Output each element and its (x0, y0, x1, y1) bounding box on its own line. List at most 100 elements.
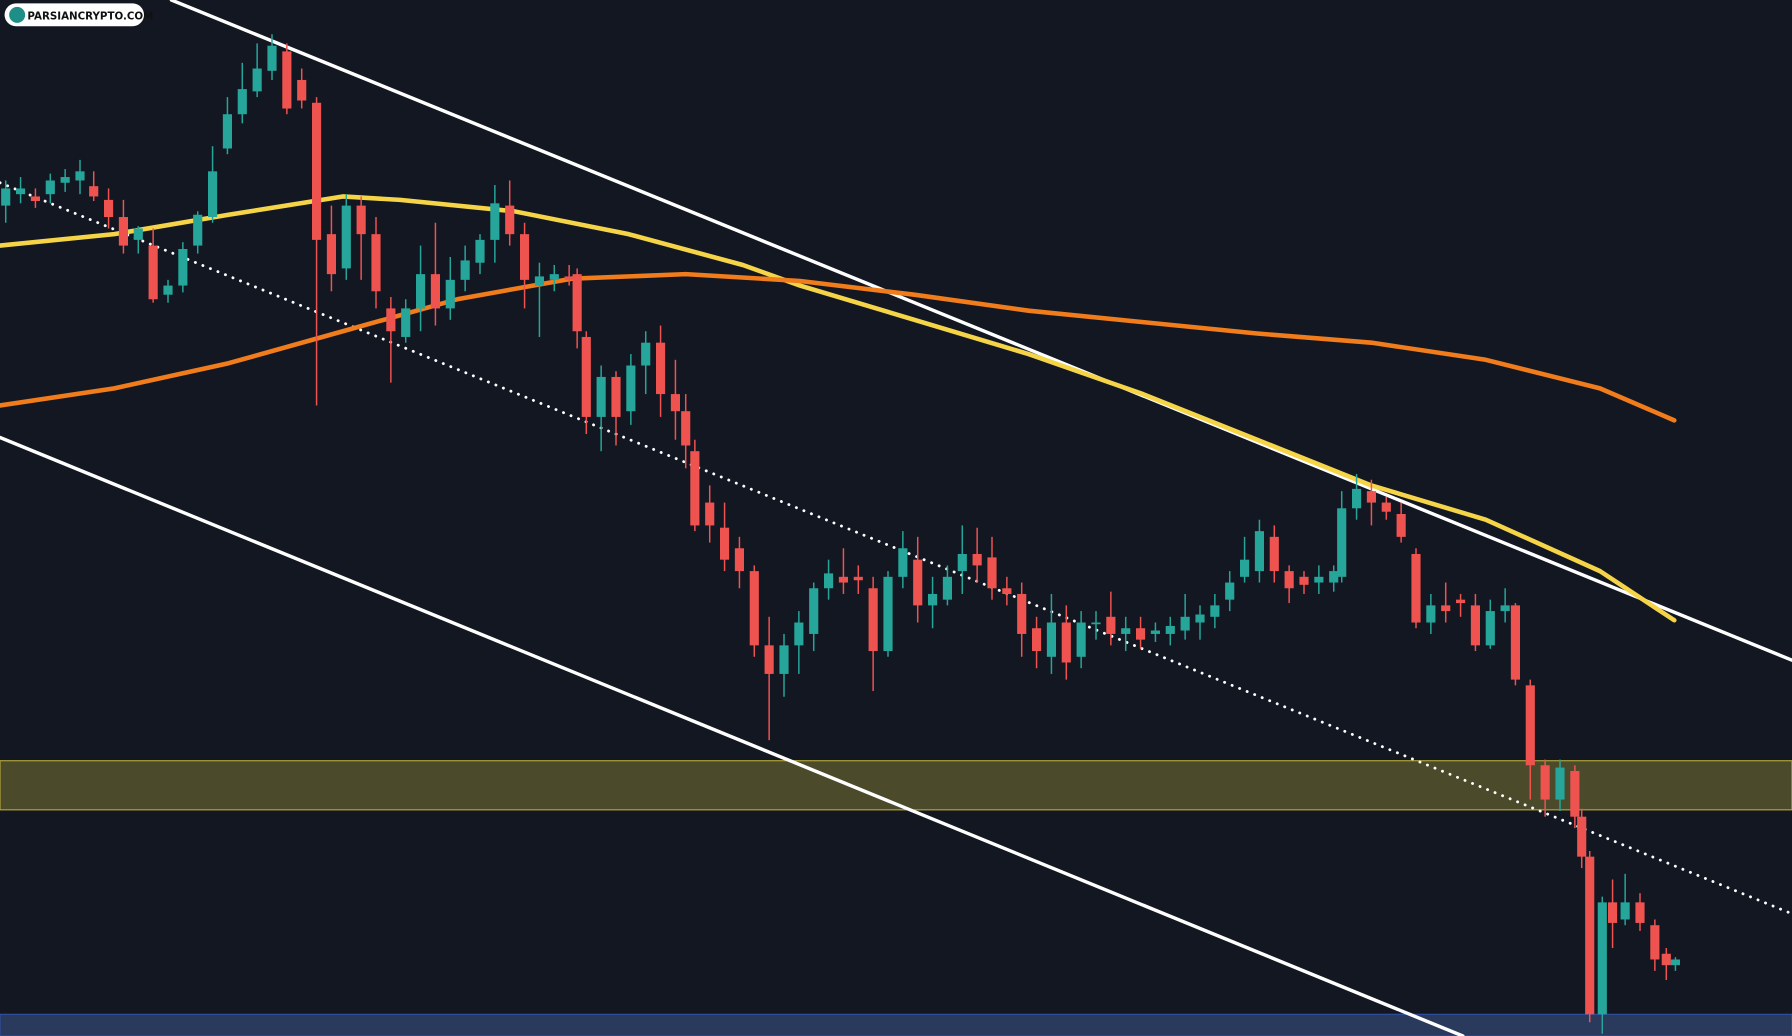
candle-body (670, 394, 680, 412)
candle-body (1136, 628, 1146, 640)
candle-body (626, 365, 636, 412)
candle-body (1314, 576, 1324, 583)
candle-body (1046, 622, 1056, 657)
candle-body (1210, 605, 1220, 617)
candle-body (1470, 605, 1480, 646)
candle-body (1337, 508, 1347, 577)
candle-body (297, 79, 307, 101)
candle-body (913, 559, 923, 606)
candle-body (1165, 625, 1175, 634)
candle-body (596, 376, 606, 417)
candle-body (1456, 599, 1466, 604)
candle-body (987, 557, 997, 589)
candle-body (178, 249, 188, 286)
candle-body (1269, 536, 1279, 572)
candle-body (1585, 856, 1595, 1015)
candle-body (1635, 902, 1645, 923)
candle-body (942, 576, 952, 600)
moving-average (0, 271, 1677, 423)
candle-body (1540, 765, 1550, 800)
candle-body (581, 336, 591, 417)
candle-body (534, 276, 544, 286)
candle-body (868, 588, 878, 652)
candles (1, 34, 1680, 1034)
candle-body (1180, 616, 1190, 631)
candle-body (838, 576, 848, 583)
candle-body (853, 576, 863, 581)
candle-body (1597, 902, 1607, 1015)
candle-body (705, 502, 715, 526)
candle-body (794, 622, 804, 646)
candle-body (341, 205, 351, 269)
candle-body (75, 171, 85, 181)
candle-body (326, 234, 336, 275)
candle-body (1240, 559, 1250, 577)
channel-line (0, 435, 1465, 1036)
candle-body (430, 274, 440, 309)
candle-body (1381, 502, 1391, 512)
candle-body (641, 342, 651, 366)
candle-body (252, 68, 262, 92)
candle-body (564, 276, 574, 280)
candle-body (681, 411, 691, 446)
candle-body (779, 645, 789, 674)
candle-body (445, 279, 455, 309)
candle-body (1426, 605, 1436, 623)
candle-body (764, 645, 774, 674)
candle-body (1620, 902, 1630, 920)
watermark-text: PARSIANCRYPTO.COM (27, 10, 153, 22)
candle-body (1577, 816, 1587, 857)
candle-body (60, 177, 70, 183)
candle-body (1366, 491, 1376, 503)
candle-body (460, 260, 470, 280)
candle-body (416, 274, 426, 309)
candle-body (267, 45, 277, 71)
candle-body (1299, 576, 1309, 585)
candle-body (1150, 630, 1160, 634)
candle-body (208, 171, 218, 218)
candle-body (475, 239, 485, 263)
candle-body (282, 51, 292, 109)
candle-body (1661, 953, 1671, 966)
candle-body (104, 199, 114, 218)
candle-body (222, 114, 232, 149)
candle-body (883, 576, 893, 652)
candle-body (118, 217, 128, 246)
candle-body (957, 553, 967, 572)
candle-body (549, 274, 559, 280)
candle-body (371, 234, 381, 292)
zone (0, 760, 1792, 811)
candle-body (972, 553, 982, 566)
candle-body (1091, 622, 1101, 625)
candle-body (1500, 605, 1510, 612)
zone (0, 1013, 1792, 1036)
candle-body (1076, 622, 1086, 657)
candle-body (690, 451, 700, 526)
candle-body (809, 588, 819, 634)
candle-body (611, 376, 621, 417)
candle-body (1061, 622, 1071, 663)
candle-body (237, 89, 247, 115)
candle-body (16, 188, 26, 195)
watermark-badge (4, 3, 145, 27)
candle-body (824, 573, 834, 589)
candle-body (1608, 902, 1618, 923)
moving-average (0, 194, 1677, 623)
candle-body (193, 214, 203, 246)
candle-body (1570, 771, 1580, 817)
candle-body (720, 527, 730, 560)
candle-body (30, 196, 40, 202)
candle-body (1225, 582, 1235, 600)
candle-body (1121, 628, 1131, 634)
candle-body (1525, 685, 1535, 766)
watermark: PARSIANCRYPTO.COM (4, 3, 153, 27)
candle-body (401, 308, 411, 337)
candle-body (133, 228, 143, 240)
candle-body (1411, 553, 1421, 623)
candle-body (1510, 605, 1520, 680)
candle-body (356, 205, 366, 235)
candle-body (1254, 531, 1264, 572)
